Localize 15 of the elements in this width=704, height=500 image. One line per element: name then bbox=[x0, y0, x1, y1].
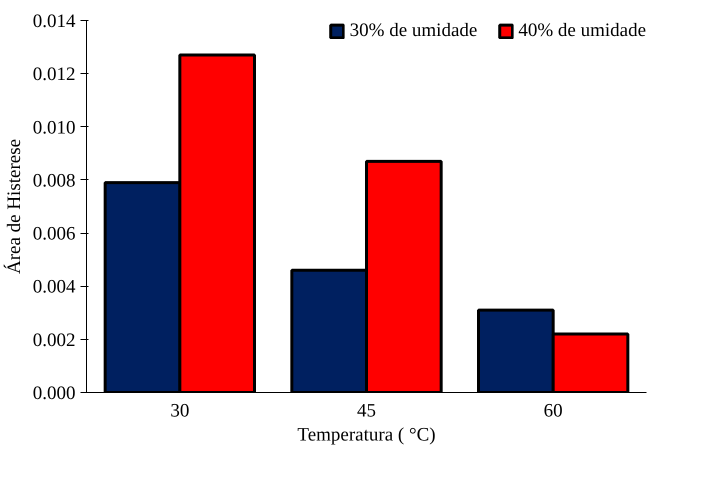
legend-label: 40% de umidade bbox=[518, 20, 646, 42]
y-tick-label: 0.004 bbox=[32, 276, 76, 298]
y-tick-label: 0.014 bbox=[32, 11, 76, 32]
x-tick-label: 60 bbox=[544, 400, 563, 422]
x-tick-label: 45 bbox=[357, 400, 376, 422]
y-axis-title: Área de Histerese bbox=[2, 138, 25, 274]
x-axis-title: Temperatura ( °C) bbox=[297, 424, 436, 446]
y-tick-label: 0.000 bbox=[32, 383, 76, 404]
y-tick-label: 0.006 bbox=[32, 224, 76, 245]
y-tick-label: 0.002 bbox=[32, 330, 76, 351]
x-tick-label: 30 bbox=[170, 400, 190, 422]
legend-label: 30% de umidade bbox=[350, 20, 478, 42]
y-tick-label: 0.012 bbox=[32, 64, 76, 86]
y-tick-label: 0.008 bbox=[32, 170, 76, 192]
y-tick-label: 0.010 bbox=[32, 117, 76, 138]
